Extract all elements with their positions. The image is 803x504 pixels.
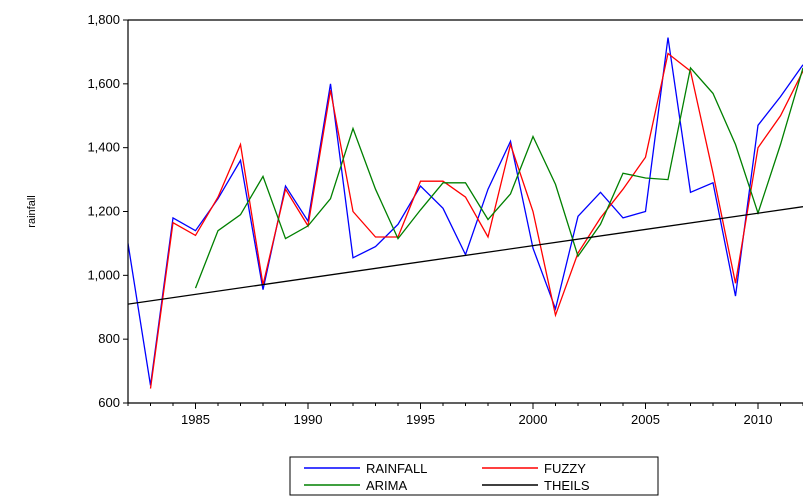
y-tick-label: 1,200: [87, 204, 120, 219]
series-line-rainfall: [128, 37, 803, 386]
x-tick-label: 2010: [744, 412, 773, 427]
legend-label-fuzzy: FUZZY: [544, 461, 586, 476]
x-tick-label: 2000: [519, 412, 548, 427]
plot-area: [128, 37, 803, 389]
axes: 600 800 1,000 1,200 1,400 1,600 1,800 1985 1990 1…: [26, 12, 803, 427]
y-tick-label: 1,600: [87, 76, 120, 91]
legend-box: [289, 456, 659, 496]
y-tick-label: 800: [98, 331, 120, 346]
x-tick-label: 2005: [631, 412, 660, 427]
legend-label-arima: ARIMA: [366, 478, 408, 493]
y-axis-title: rainfall: [26, 195, 38, 227]
y-tick-label: 1,800: [87, 12, 120, 27]
y-tick-label: 1,400: [87, 140, 120, 155]
x-tick-label: 1995: [406, 412, 435, 427]
legend-label-rainfall: RAINFALL: [366, 461, 427, 476]
x-tick-label: 1985: [181, 412, 210, 427]
series-line-theils: [128, 206, 803, 305]
series-line-arima: [194, 66, 803, 289]
y-tick-label: 1,000: [87, 267, 120, 282]
legend: RAINFALL FUZZY ARIMA THEILS: [289, 456, 659, 496]
y-tick-label: 600: [98, 395, 120, 410]
x-tick-label: 1990: [294, 412, 323, 427]
legend-label-theils: THEILS: [544, 478, 590, 493]
series-line-fuzzy: [149, 52, 803, 389]
